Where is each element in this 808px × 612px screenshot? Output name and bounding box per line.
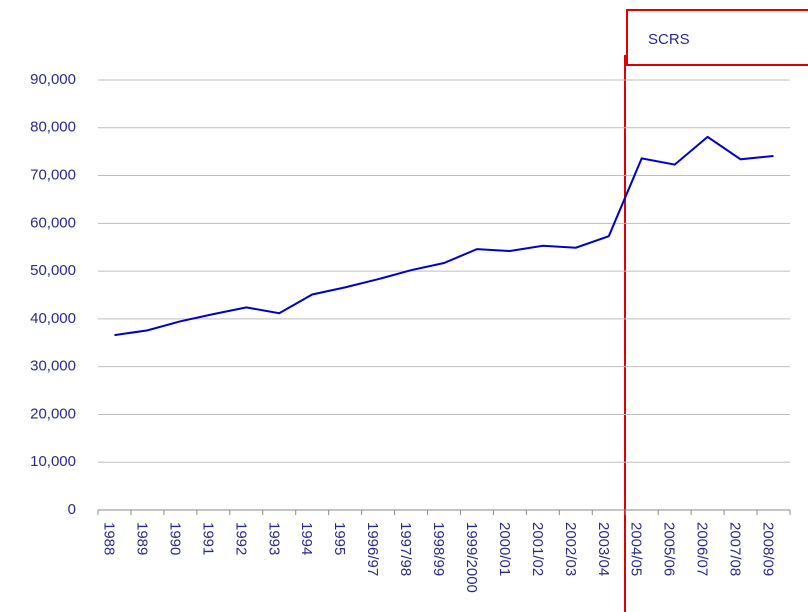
y-tick-label: 0 [68,501,76,518]
annotation-box [626,9,808,66]
y-tick-label: 20,000 [30,405,76,422]
y-tick-label: 60,000 [30,214,76,231]
x-tick-label: 1989 [133,522,150,555]
x-tick-label: 2002/03 [562,522,579,576]
annotation: SCRS [648,31,690,48]
y-tick-label: 50,000 [30,262,76,279]
x-tick-label: 1996/97 [364,522,381,576]
y-tick-label: 40,000 [30,310,76,327]
x-tick-label: 2005/06 [661,522,678,576]
x-tick-label: 1993 [265,522,282,555]
y-tick-label: 30,000 [30,358,76,375]
x-tick-label: 1990 [166,522,183,555]
x-tick-label: 1992 [232,522,249,555]
x-tick-label: 1997/98 [397,522,414,576]
x-tick-label: 2008/09 [760,522,777,576]
x-tick-label: 1998/99 [430,522,447,576]
x-tick-label: 1988 [101,522,118,555]
y-tick-label: 90,000 [30,71,76,88]
series-line [114,135,774,337]
y-tick-label: 10,000 [30,453,76,470]
x-tick-label: 2001/02 [529,522,546,576]
x-tick-label: 2003/04 [595,522,612,576]
x-tick-label: 1999/2000 [463,522,480,593]
x-tick-label: 2000/01 [496,522,513,576]
x-tick-label: 2004/05 [628,522,645,576]
x-tick-label: 2007/08 [727,522,744,576]
x-tick-label: 1995 [331,522,348,555]
x-tick-label: 1994 [298,522,315,555]
x-tick-label: 1991 [199,522,216,555]
y-tick-label: 80,000 [30,119,76,136]
y-tick-label: 70,000 [30,167,76,184]
x-tick-label: 2006/07 [694,522,711,576]
